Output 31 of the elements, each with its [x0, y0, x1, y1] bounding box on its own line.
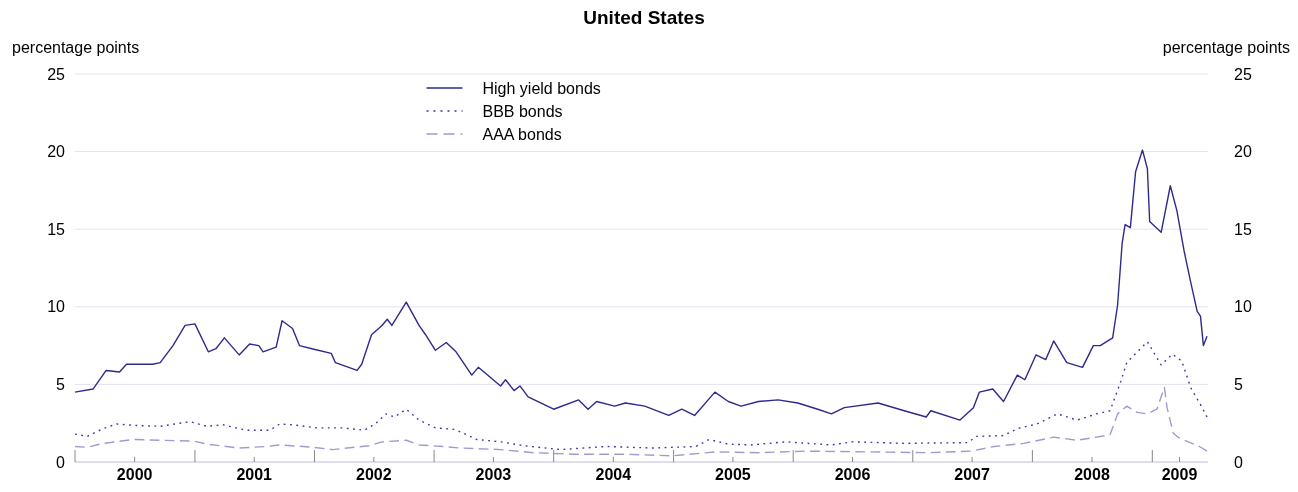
x-tick-label: 2008 — [1074, 466, 1110, 483]
y2-tick-label: 20 — [1234, 143, 1252, 161]
y2-axis-title: percentage points — [1162, 39, 1290, 56]
legend-label: BBB bonds — [482, 102, 563, 120]
y-tick-label: 15 — [47, 220, 66, 238]
y-tick-label: 10 — [47, 298, 66, 316]
x-tick-label: 2007 — [954, 466, 990, 483]
y-tick-label: 25 — [47, 65, 66, 83]
x-tick-label: 2001 — [236, 466, 273, 483]
legend-label: High yield bonds — [482, 79, 601, 97]
line-series — [74, 341, 1208, 451]
y2-tick-label: 10 — [1234, 298, 1252, 316]
x-tick-label: 2006 — [834, 466, 871, 483]
y-tick-label: 5 — [56, 376, 66, 393]
x-tick-label: 2000 — [116, 466, 153, 483]
y2-tick-label: 25 — [1234, 65, 1252, 83]
y-axis-title: percentage points — [12, 39, 140, 56]
x-tick-label: 2009 — [1161, 466, 1198, 483]
line-series — [74, 386, 1208, 457]
y-tick-label: 0 — [56, 453, 66, 471]
line-series — [74, 149, 1208, 421]
y2-tick-label: 0 — [1234, 453, 1243, 471]
legend-label: AAA bonds — [482, 125, 562, 143]
y2-tick-label: 5 — [1234, 376, 1243, 393]
x-tick-label: 2003 — [475, 466, 512, 483]
y-tick-label: 20 — [47, 143, 66, 161]
x-tick-label: 2002 — [356, 466, 392, 483]
x-tick-label: 2004 — [595, 466, 632, 483]
y2-tick-label: 15 — [1234, 220, 1252, 238]
chart-title: United States — [583, 7, 705, 28]
x-tick-label: 2005 — [715, 466, 751, 483]
